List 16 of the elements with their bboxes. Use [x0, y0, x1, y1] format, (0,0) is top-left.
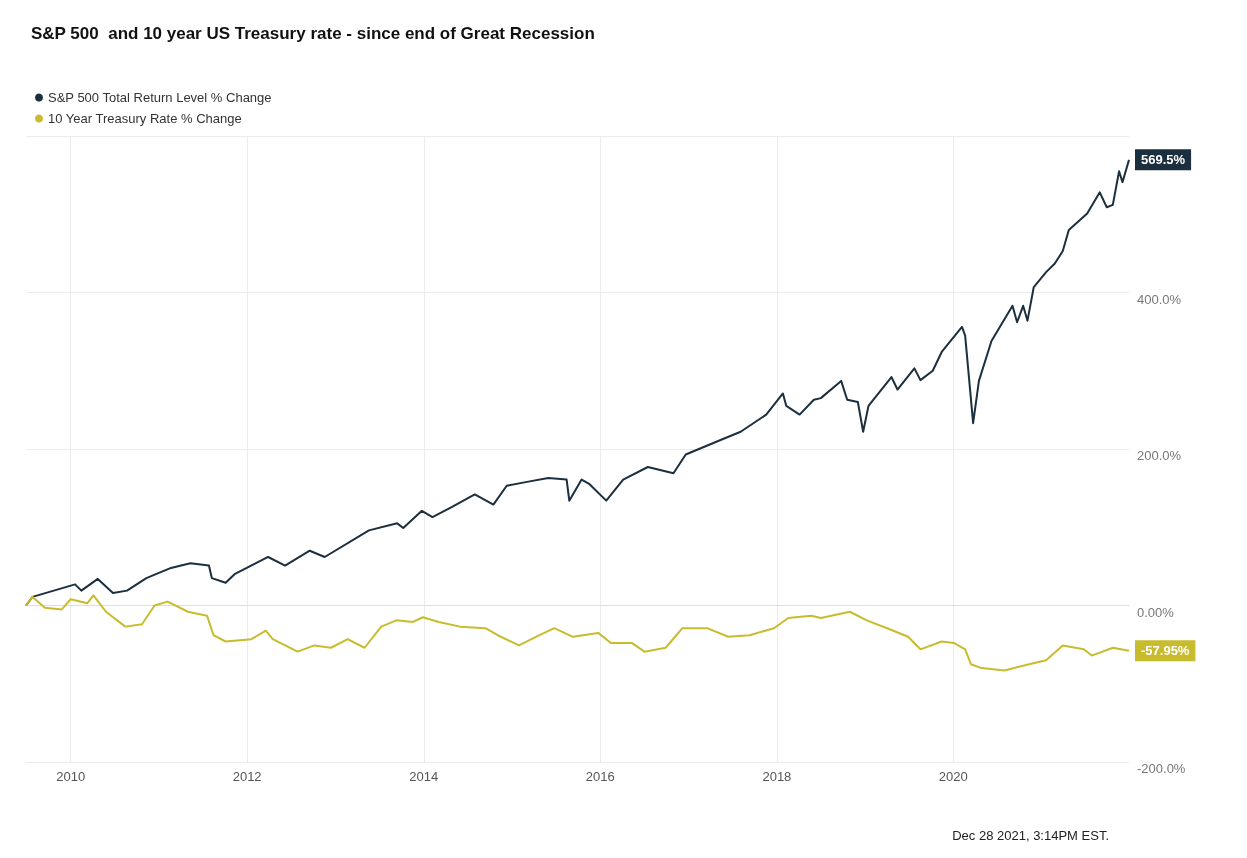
data-label: -57.95%	[1141, 643, 1190, 659]
chart-title: S&P 500 and 10 year US Treasury rate - since end of Great Recession	[31, 24, 595, 43]
y-tick-label: 200.0%	[1137, 448, 1182, 463]
legend-label: 10 Year Treasury Rate % Change	[48, 111, 242, 126]
x-tick-label: 2012	[232, 769, 262, 784]
y-tick-label: 400.0%	[1137, 291, 1182, 307]
x-tick-label: 2014	[409, 769, 439, 784]
legend-label: S&P 500 Total Return Level % Change	[48, 90, 272, 105]
x-tick-label: 2016	[585, 769, 615, 784]
x-tick-label: 2010	[56, 769, 86, 784]
x-tick-label: 2020	[938, 769, 968, 784]
y-tick-label: 0.00%	[1137, 604, 1175, 620]
data-label: 569.5%	[1141, 152, 1186, 168]
x-tick-label: 2018	[762, 769, 792, 784]
y-tick-label: -200.0%	[1137, 761, 1186, 776]
text: Dec 28 2021, 3:14PM EST.	[952, 828, 1109, 843]
